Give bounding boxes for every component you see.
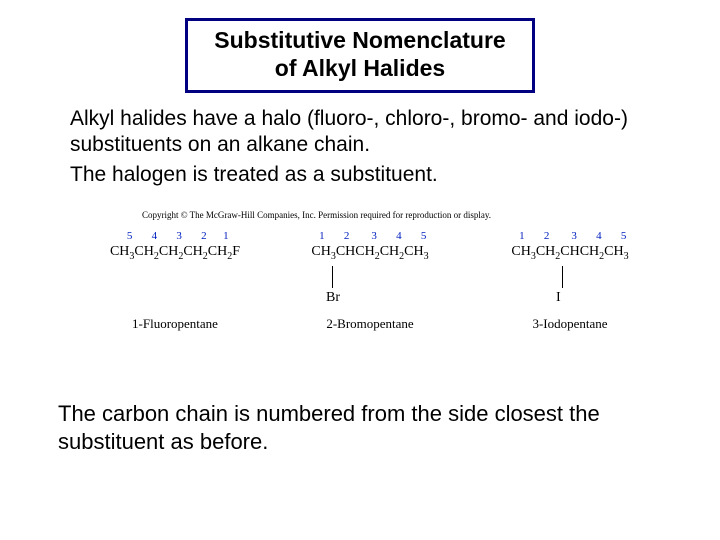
compound-name: 2-Bromopentane bbox=[290, 316, 450, 332]
branch-area bbox=[95, 264, 255, 312]
closing-paragraph: The carbon chain is numbered from the si… bbox=[58, 400, 668, 455]
copyright-text: Copyright © The McGraw-Hill Companies, I… bbox=[142, 210, 491, 220]
carbon-numbers: 1 2 3 4 5 bbox=[290, 230, 450, 244]
rule-paragraph: The halogen is treated as a substituent. bbox=[70, 162, 660, 188]
compound-0: 5 4 3 2 1CH3CH2CH2CH2CH2F 1-Fluoropentane bbox=[95, 230, 255, 332]
carbon-numbers: 5 4 3 2 1 bbox=[95, 230, 255, 244]
formula: CH3CH2CHCH2CH3 bbox=[490, 244, 650, 264]
bond-line bbox=[332, 266, 333, 288]
title-box: Substitutive Nomenclature of Alkyl Halid… bbox=[185, 18, 535, 93]
compound-name: 3-Iodopentane bbox=[490, 316, 650, 332]
chemistry-diagram: 5 4 3 2 1CH3CH2CH2CH2CH2F 1-Fluoropentane… bbox=[95, 230, 655, 370]
branch-label: Br bbox=[326, 290, 340, 306]
branch-area: Br bbox=[290, 264, 450, 312]
bond-line bbox=[562, 266, 563, 288]
intro-paragraph: Alkyl halides have a halo (fluoro-, chlo… bbox=[70, 106, 660, 159]
compound-2: 1 2 3 4 5CH3CH2CHCH2CH3 I 3-Iodopentane bbox=[490, 230, 650, 332]
carbon-numbers: 1 2 3 4 5 bbox=[490, 230, 650, 244]
branch-label: I bbox=[556, 290, 561, 306]
compound-1: 1 2 3 4 5CH3CHCH2CH2CH3 Br 2-Bromopentane bbox=[290, 230, 450, 332]
branch-area: I bbox=[490, 264, 650, 312]
title-line-2: of Alkyl Halides bbox=[198, 55, 522, 83]
formula: CH3CH2CH2CH2CH2F bbox=[95, 244, 255, 264]
compound-name: 1-Fluoropentane bbox=[95, 316, 255, 332]
title-line-1: Substitutive Nomenclature bbox=[198, 27, 522, 55]
formula: CH3CHCH2CH2CH3 bbox=[290, 244, 450, 264]
